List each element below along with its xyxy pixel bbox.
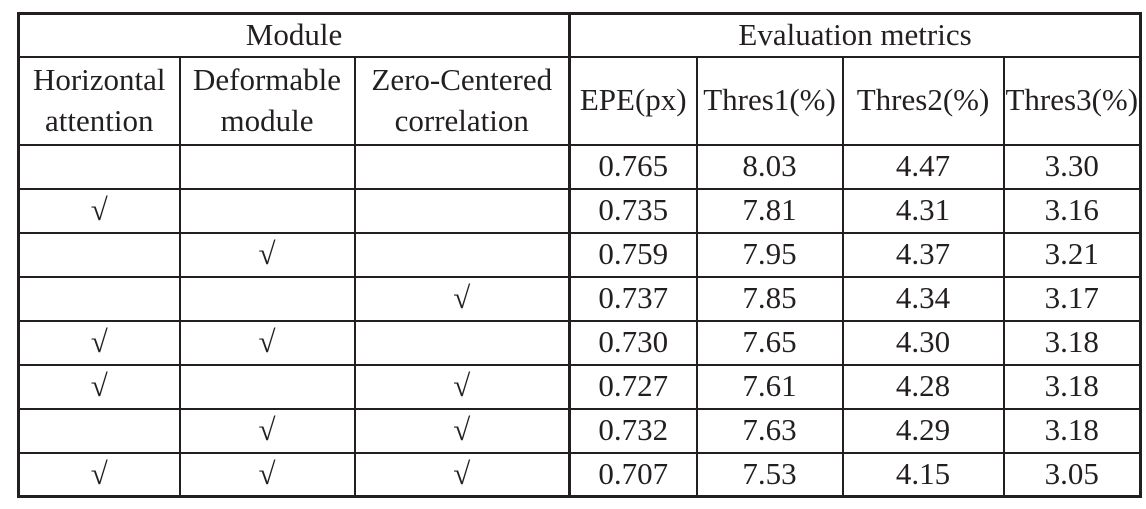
check-cell: √: [17, 363, 181, 410]
check-cell: √: [353, 407, 571, 454]
metric-cell-thres2: 4.31: [841, 187, 1005, 234]
metric-cell-epe: 0.765: [568, 143, 698, 190]
metric-cell-thres2: 4.28: [841, 363, 1005, 410]
metric-cell-thres1: 7.95: [695, 231, 844, 278]
metric-cell-epe: 0.727: [568, 363, 698, 410]
metric-cell-thres3: 3.18: [1002, 407, 1142, 454]
table-row: √ √ √ 0.707 7.53 4.15 3.05: [17, 451, 1142, 498]
metric-cell-thres3: 3.16: [1002, 187, 1142, 234]
column-header-deformable-module: Deformable module: [178, 55, 356, 146]
ablation-results-table: Module Evaluation metrics Horizontal att…: [17, 12, 1143, 498]
table-row: √ √ 0.727 7.61 4.28 3.18: [17, 363, 1142, 410]
metric-cell-thres1: 7.65: [695, 319, 844, 366]
column-header-row: Horizontal attention Deformable module Z…: [17, 55, 1142, 146]
table-row: √ 0.759 7.95 4.37 3.21: [17, 231, 1142, 278]
metric-cell-epe: 0.759: [568, 231, 698, 278]
metric-cell-epe: 0.737: [568, 275, 698, 322]
check-cell: √: [353, 275, 571, 322]
metric-cell-thres1: 8.03: [695, 143, 844, 190]
check-cell: [353, 319, 571, 366]
metric-cell-thres3: 3.21: [1002, 231, 1142, 278]
table-row: √ √ 0.730 7.65 4.30 3.18: [17, 319, 1142, 366]
metric-cell-thres3: 3.18: [1002, 319, 1142, 366]
metric-cell-thres1: 7.81: [695, 187, 844, 234]
group-header-evaluation-metrics: Evaluation metrics: [568, 12, 1142, 58]
column-header-thres1: Thres1(%): [695, 55, 844, 146]
check-cell: [178, 143, 356, 190]
check-cell: [17, 275, 181, 322]
metric-cell-thres3: 3.30: [1002, 143, 1142, 190]
check-cell: √: [178, 319, 356, 366]
metric-cell-thres2: 4.47: [841, 143, 1005, 190]
check-cell: √: [353, 363, 571, 410]
table-row: √ 0.737 7.85 4.34 3.17: [17, 275, 1142, 322]
metric-cell-thres3: 3.05: [1002, 451, 1142, 498]
check-cell: √: [353, 451, 571, 498]
metric-cell-epe: 0.732: [568, 407, 698, 454]
metric-cell-thres3: 3.18: [1002, 363, 1142, 410]
metric-cell-thres3: 3.17: [1002, 275, 1142, 322]
column-header-horizontal-attention: Horizontal attention: [17, 55, 181, 146]
check-cell: √: [17, 187, 181, 234]
check-cell: [178, 275, 356, 322]
metric-cell-thres2: 4.34: [841, 275, 1005, 322]
metric-cell-thres1: 7.85: [695, 275, 844, 322]
check-cell: [178, 363, 356, 410]
metric-cell-thres2: 4.29: [841, 407, 1005, 454]
table-row: √ √ 0.732 7.63 4.29 3.18: [17, 407, 1142, 454]
check-cell: [178, 187, 356, 234]
metric-cell-thres1: 7.53: [695, 451, 844, 498]
check-cell: √: [178, 231, 356, 278]
group-header-row: Module Evaluation metrics: [17, 12, 1142, 58]
column-header-zero-centered-correlation: Zero-Centered correlation: [353, 55, 571, 146]
check-cell: √: [178, 451, 356, 498]
table-row: 0.765 8.03 4.47 3.30: [17, 143, 1142, 190]
column-header-thres3: Thres3(%): [1002, 55, 1142, 146]
metric-cell-thres1: 7.63: [695, 407, 844, 454]
check-cell: [17, 143, 181, 190]
check-cell: [353, 187, 571, 234]
metric-cell-thres2: 4.15: [841, 451, 1005, 498]
ablation-table-container: Module Evaluation metrics Horizontal att…: [17, 12, 1143, 498]
column-header-thres2: Thres2(%): [841, 55, 1005, 146]
check-cell: [353, 231, 571, 278]
column-header-epe: EPE(px): [568, 55, 698, 146]
table-row: √ 0.735 7.81 4.31 3.16: [17, 187, 1142, 234]
metric-cell-epe: 0.735: [568, 187, 698, 234]
metric-cell-thres2: 4.37: [841, 231, 1005, 278]
check-cell: √: [178, 407, 356, 454]
metric-cell-thres1: 7.61: [695, 363, 844, 410]
check-cell: [353, 143, 571, 190]
check-cell: [17, 407, 181, 454]
check-cell: √: [17, 451, 181, 498]
metric-cell-epe: 0.730: [568, 319, 698, 366]
metric-cell-thres2: 4.30: [841, 319, 1005, 366]
metric-cell-epe: 0.707: [568, 451, 698, 498]
check-cell: √: [17, 319, 181, 366]
group-header-module: Module: [17, 12, 571, 58]
check-cell: [17, 231, 181, 278]
